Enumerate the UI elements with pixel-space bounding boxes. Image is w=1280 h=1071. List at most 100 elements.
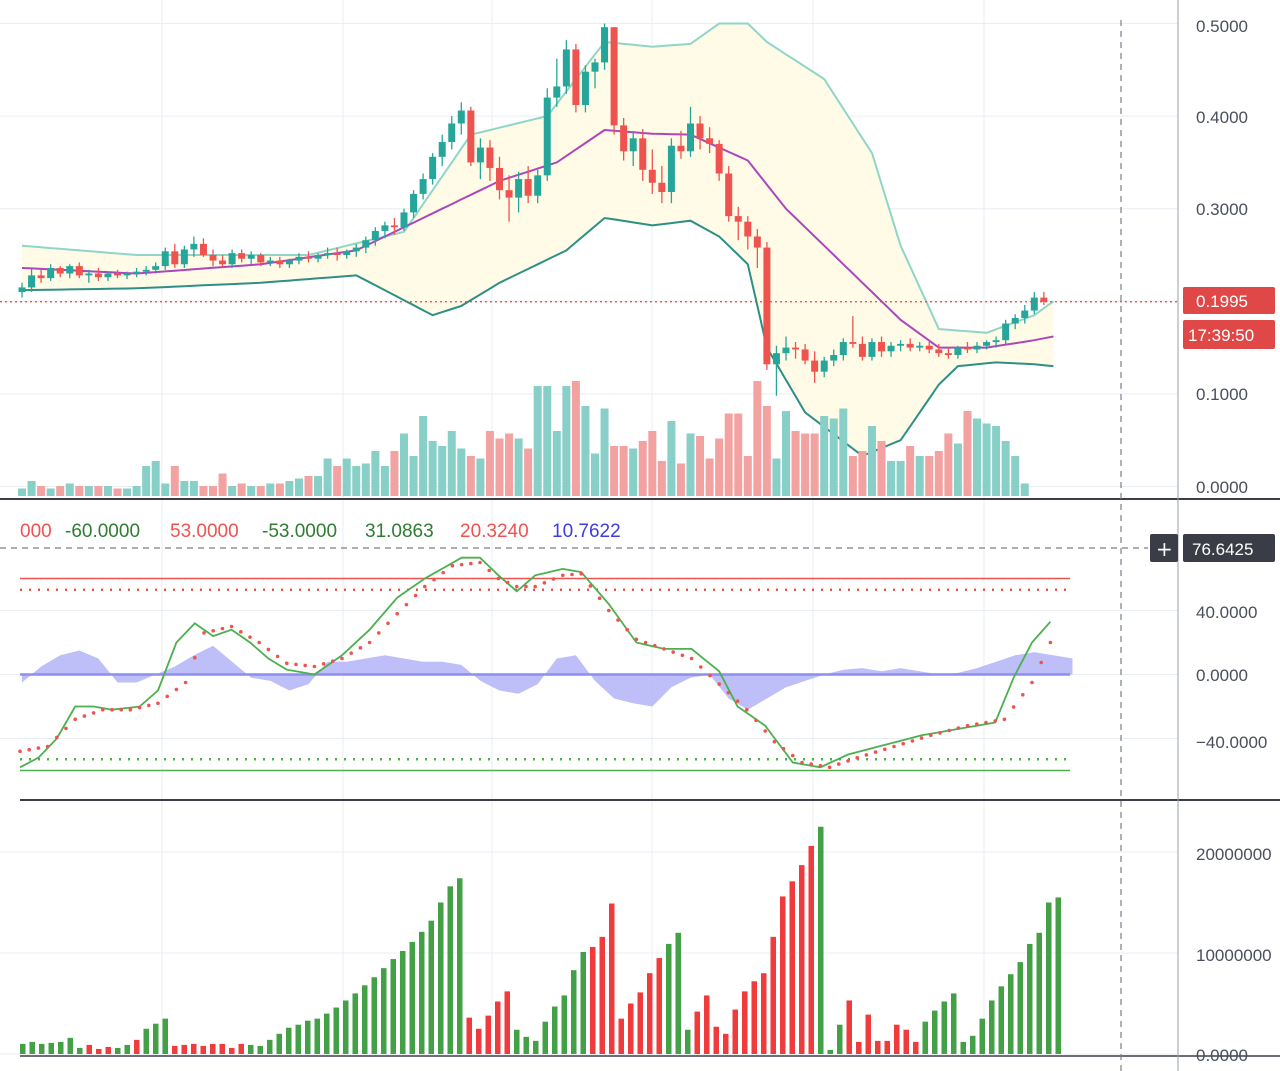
volume-overlay-bar (294, 478, 303, 496)
volume-bar (941, 1001, 947, 1054)
volume-overlay-bar (686, 433, 695, 496)
oscillator-signal-point (358, 646, 363, 650)
volume-bar (894, 1024, 900, 1054)
plus-icon[interactable]: + (1156, 537, 1173, 561)
volume-overlay-bar (75, 486, 84, 496)
oscillator-signal-point (423, 584, 427, 589)
volume-bar (742, 991, 748, 1054)
volume-bar (229, 1047, 235, 1054)
candle-body (56, 267, 64, 274)
oscillator-signal-point (1030, 680, 1034, 685)
oscillator-signal-point (321, 662, 326, 666)
oscillator-signal-point (947, 728, 951, 733)
last-price-value: 0.1995 (1196, 292, 1248, 311)
volume-bar (58, 1041, 64, 1054)
oscillator-signal-point (699, 665, 703, 669)
volume-overlay-bar (151, 461, 160, 496)
volume-bar (248, 1044, 254, 1054)
candle-body (228, 253, 236, 265)
oscillator-signal-point (1048, 640, 1053, 645)
candle-body (543, 97, 551, 176)
volume-overlay-bar (867, 426, 876, 496)
candle-body (667, 145, 675, 193)
volume-overlay-bar (314, 476, 323, 496)
volume-bar (609, 903, 615, 1054)
volume-bar (675, 932, 681, 1054)
volume-bar (400, 950, 406, 1054)
volume-bar (704, 995, 710, 1054)
volume-bar (751, 981, 757, 1054)
candle-body (285, 260, 293, 265)
volume-bar (333, 1007, 339, 1054)
volume-bar (362, 985, 368, 1054)
volume-overlay-bar (447, 431, 456, 496)
oscillator-axis[interactable]: 40.0000 0.0000 −40.0000 (1196, 603, 1267, 752)
volume-bar (533, 1040, 539, 1054)
volume-bar (115, 1047, 121, 1054)
volume-overlay-bar (466, 456, 475, 496)
candle-body (553, 86, 561, 98)
oscillator-signal-point (45, 744, 50, 749)
volume-overlay-bar (65, 483, 74, 496)
crosshair-add-button[interactable] (1150, 534, 1178, 562)
candle-body (66, 266, 74, 274)
volume-bar (191, 1043, 197, 1054)
volume-bar (276, 1033, 282, 1054)
volume-bar (210, 1043, 216, 1054)
candle-body (123, 273, 131, 276)
candle-body (161, 251, 169, 267)
candle-body (47, 267, 55, 279)
candle-body (171, 251, 179, 265)
candle-body (935, 349, 943, 354)
candle-body (725, 173, 733, 217)
oscillator-signal-point (496, 576, 501, 581)
volume-bar (856, 1041, 862, 1054)
oscillator-signal-point (193, 655, 197, 660)
oscillator-signal-point (929, 733, 933, 738)
volume-bar (552, 1006, 558, 1054)
volume-bar (428, 920, 434, 1054)
oscillator-histogram (22, 645, 1073, 710)
candle-body (858, 343, 866, 357)
volume-overlay-bar (361, 463, 370, 496)
volume-overlay-bar (638, 441, 647, 496)
oscillator-signal-point (1002, 717, 1007, 722)
volume-bar (314, 1018, 320, 1054)
volume-overlay-bar (973, 418, 981, 496)
last-price-tag: 0.1995 (1183, 287, 1275, 314)
volume-bar (723, 1033, 729, 1054)
volume-overlay-bar (858, 451, 867, 496)
volume-bar (789, 881, 795, 1054)
oscillator-signal-point (211, 628, 215, 633)
candle-body (295, 256, 303, 261)
candle-body (343, 251, 351, 255)
volume-bar (903, 1029, 909, 1054)
legend-value: 000 (20, 521, 52, 542)
oscillator-signal-point (248, 635, 252, 639)
volume-bar (153, 1023, 159, 1054)
candle-body (572, 49, 580, 105)
volume-axis-tick: 0.0000 (1196, 1046, 1248, 1065)
oscillator-signal-point (64, 726, 68, 731)
volume-bar (599, 936, 605, 1054)
volume-overlay-bar (657, 461, 666, 496)
price-axis-tick: 0.5000 (1196, 17, 1248, 36)
candle-body (639, 138, 647, 170)
oscillator-signal-point (533, 584, 537, 589)
candle-body (371, 230, 379, 241)
candle-body (581, 71, 589, 105)
volume-bar (457, 878, 463, 1054)
oscillator-signal-point (55, 735, 59, 740)
price-axis[interactable]: 0.5000 0.4000 0.3000 0.1000 0.0000 (1196, 17, 1248, 497)
oscillator-signal-point (110, 707, 114, 712)
oscillator-signal-point (1039, 660, 1043, 665)
volume-bar (951, 993, 957, 1054)
volume-overlay-bar (180, 481, 189, 496)
volume-overlay-bar (132, 486, 141, 496)
volume-bar (267, 1039, 273, 1054)
volume-overlay-bar (524, 448, 533, 496)
volume-axis[interactable]: 20000000 10000000 0.0000 (1196, 845, 1272, 1065)
volume-bar (381, 968, 387, 1054)
